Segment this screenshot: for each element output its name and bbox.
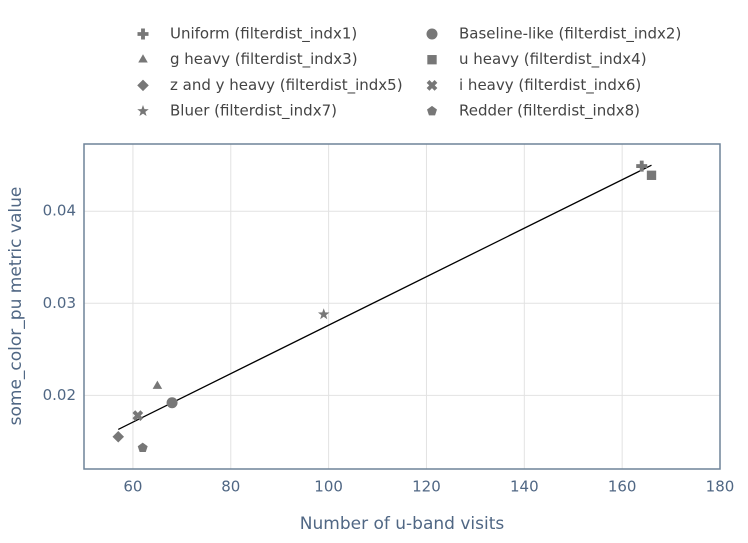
- y-tick-label: 0.03: [43, 294, 76, 312]
- scatter-point: [317, 308, 330, 320]
- legend-marker: [138, 54, 148, 63]
- legend-marker: [137, 105, 149, 116]
- x-tick-label: 180: [706, 478, 735, 496]
- legend-label: u heavy (filterdist_indx4): [459, 50, 647, 69]
- legend-marker: [137, 79, 149, 92]
- trend-line: [117, 164, 652, 430]
- x-tick-label: 60: [123, 478, 142, 496]
- scatter-point: [166, 397, 178, 409]
- scatter-point: [132, 410, 144, 421]
- legend-marker: [427, 105, 437, 116]
- legend-marker: [426, 28, 438, 40]
- legend-label: z and y heavy (filterdist_indx5): [170, 76, 403, 95]
- x-tick-label: 140: [510, 478, 539, 496]
- legend-label: Bluer (filterdist_indx7): [170, 102, 337, 121]
- scatter-point: [636, 160, 648, 172]
- scatter-point: [112, 431, 125, 443]
- legend-label: i heavy (filterdist_indx6): [459, 76, 641, 95]
- x-tick-label: 100: [314, 478, 343, 496]
- legend-label: Redder (filterdist_indx8): [459, 102, 640, 121]
- scatter-point: [137, 442, 148, 453]
- legend-label: Uniform (filterdist_indx1): [170, 25, 357, 44]
- legend-marker: [137, 28, 149, 40]
- scatter-point: [152, 380, 163, 389]
- legend-marker: [427, 55, 437, 65]
- plot-frame: [83, 143, 721, 470]
- x-axis-title: Number of u-band visits: [300, 514, 505, 534]
- scatter-point: [646, 170, 657, 180]
- x-tick-label: 120: [412, 478, 441, 496]
- x-tick-label: 160: [608, 478, 637, 496]
- legend-label: Baseline-like (filterdist_indx2): [459, 25, 681, 44]
- x-tick-label: 80: [221, 478, 240, 496]
- y-axis-title: some_color_pu metric value: [6, 187, 26, 426]
- y-tick-label: 0.04: [43, 202, 76, 220]
- y-tick-label: 0.02: [43, 386, 76, 404]
- legend-label: g heavy (filterdist_indx3): [170, 50, 358, 69]
- legend-marker: [426, 80, 438, 91]
